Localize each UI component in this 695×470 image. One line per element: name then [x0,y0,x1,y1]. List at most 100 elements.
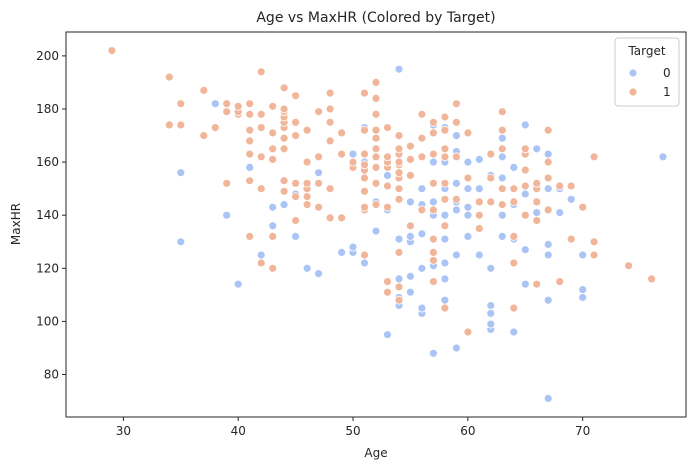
data-point-target-1 [222,107,232,117]
data-point-target-0 [440,258,450,268]
data-point-target-1 [566,234,576,244]
data-point-target-1 [497,125,507,135]
data-point-target-0 [417,229,427,239]
data-point-target-1 [394,282,404,292]
data-point-target-1 [566,181,576,191]
data-point-target-0 [394,234,404,244]
data-point-target-1 [360,202,369,212]
data-point-target-0 [486,319,496,329]
data-point-target-1 [256,123,266,132]
data-point-target-0 [256,250,266,260]
data-point-target-0 [578,285,588,295]
data-point-target-0 [463,231,473,241]
x-tick-label: 70 [575,424,590,438]
data-point-target-1 [383,277,392,287]
data-point-target-1 [371,78,381,87]
x-axis-label: Age [364,446,387,460]
data-point-target-0 [497,152,507,162]
data-point-target-1 [383,123,392,132]
data-point-target-0 [451,178,461,188]
data-point-target-1 [360,250,369,260]
data-point-target-0 [210,99,220,109]
data-point-target-0 [474,250,484,260]
data-point-target-0 [463,157,473,167]
data-point-target-1 [222,99,232,109]
data-point-target-0 [417,263,427,273]
data-point-target-1 [371,162,381,172]
data-point-target-1 [291,178,301,188]
x-tick-label: 50 [345,424,360,438]
data-point-target-1 [371,144,381,154]
data-point-target-0 [383,170,392,180]
data-point-target-1 [245,109,255,119]
data-point-target-1 [520,165,530,175]
data-point-target-1 [428,234,438,244]
data-point-target-1 [291,91,301,101]
data-point-target-1 [256,109,266,119]
data-point-target-0 [405,231,415,241]
data-point-target-0 [486,308,496,318]
data-point-target-1 [302,157,312,167]
data-point-target-1 [543,157,553,167]
data-point-target-1 [440,112,450,122]
data-point-target-1 [337,128,347,138]
data-point-target-1 [164,72,174,82]
data-point-target-1 [624,261,633,271]
data-point-target-1 [383,202,392,212]
data-point-target-1 [428,149,438,159]
data-point-target-1 [176,120,186,130]
data-point-target-1 [509,303,519,313]
data-point-target-0 [348,149,358,159]
data-point-target-1 [497,184,507,194]
data-point-target-1 [451,194,461,204]
data-point-target-1 [360,149,369,159]
data-point-target-0 [440,295,450,305]
data-point-target-1 [474,210,484,220]
data-point-target-1 [532,178,542,188]
data-point-target-1 [164,120,174,130]
data-point-target-1 [291,117,301,127]
data-point-target-1 [360,125,369,135]
data-point-target-0 [497,173,507,183]
data-point-target-1 [463,173,473,183]
data-point-target-1 [279,133,289,143]
data-point-target-1 [543,205,553,215]
data-point-target-1 [451,117,461,127]
data-point-target-1 [314,107,324,117]
data-point-target-0 [463,202,473,212]
data-point-target-1 [394,131,404,141]
data-point-target-1 [497,144,507,154]
data-point-target-1 [279,104,289,114]
data-point-target-0 [520,120,530,130]
data-point-target-0 [222,210,232,220]
data-point-target-1 [245,149,255,159]
data-point-target-1 [291,216,301,225]
data-point-target-1 [497,200,507,210]
data-point-target-1 [360,173,369,183]
data-point-target-0 [497,231,507,241]
data-point-target-1 [383,152,392,162]
y-tick-label: 120 [36,261,59,275]
data-point-target-0 [302,263,312,273]
data-point-target-1 [451,99,461,109]
y-tick-label: 140 [36,208,59,222]
data-point-target-0 [532,144,542,154]
data-point-target-1 [371,133,381,143]
data-point-target-1 [532,197,542,207]
y-axis: 80 100 120 140 160 180 200 [36,49,66,382]
data-point-target-1 [245,99,255,109]
data-point-target-1 [210,123,220,132]
legend-marker-0 [628,68,638,78]
data-point-target-1 [325,117,335,127]
data-point-target-0 [520,189,530,199]
data-point-target-1 [509,184,519,194]
data-point-target-0 [578,250,588,260]
legend-title: Target [627,44,665,58]
data-point-target-1 [268,101,278,111]
data-point-target-1 [302,200,312,210]
data-point-target-1 [222,178,232,188]
data-point-target-1 [314,202,324,212]
data-point-target-1 [543,125,553,135]
data-point-target-0 [555,208,565,218]
data-point-target-1 [268,144,278,154]
